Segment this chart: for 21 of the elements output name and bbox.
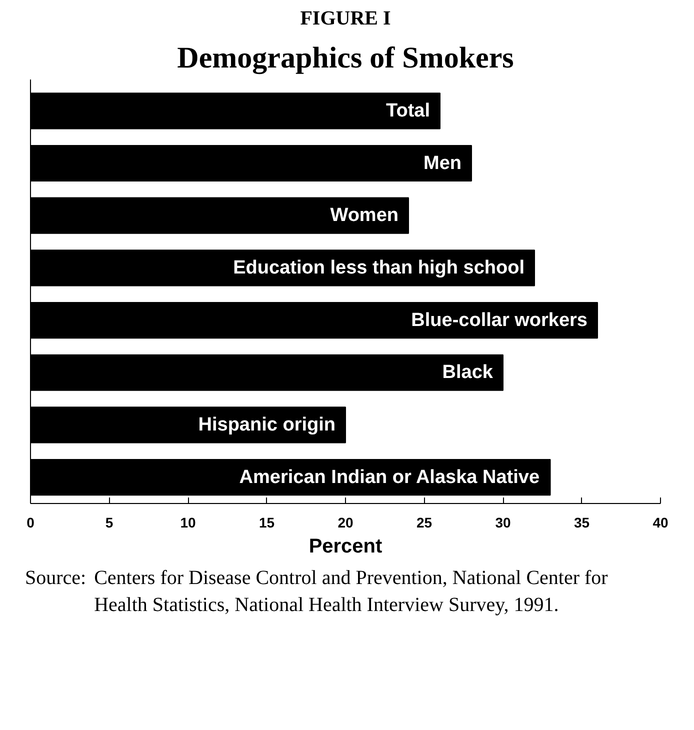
y-tick-label: Total	[386, 100, 430, 122]
x-tick-label: 30	[495, 514, 511, 530]
x-tick-label: 40	[652, 514, 668, 530]
x-tick-label: 25	[416, 514, 432, 530]
y-tick-label: Men	[424, 152, 462, 174]
chart-title: FIGURE I	[300, 8, 391, 30]
x-tick-label: 10	[180, 514, 196, 530]
y-tick-label: Blue-collar workers	[411, 310, 588, 331]
y-tick-label: Hispanic origin	[198, 414, 336, 436]
x-axis-title: Percent	[308, 536, 383, 558]
x-tick-label: 20	[338, 514, 354, 530]
y-tick-label: Women	[330, 205, 399, 226]
y-tick-label: Black	[442, 362, 494, 384]
x-tick-label: 35	[574, 514, 590, 530]
y-tick-label: Education less than high school	[233, 257, 525, 278]
x-tick-label: 15	[258, 514, 275, 530]
source-note: Source: Centers for Disease Control and Prevention, National Center for Health Statistics, National Health Interview Survey, 1991.	[25, 566, 609, 618]
chart-subtitle: Demographics of Smokers	[177, 42, 514, 74]
y-tick-label: American Indian or Alaska Native	[239, 466, 540, 488]
x-tick-label: 0	[26, 514, 35, 530]
x-tick-label: 5	[105, 514, 114, 530]
